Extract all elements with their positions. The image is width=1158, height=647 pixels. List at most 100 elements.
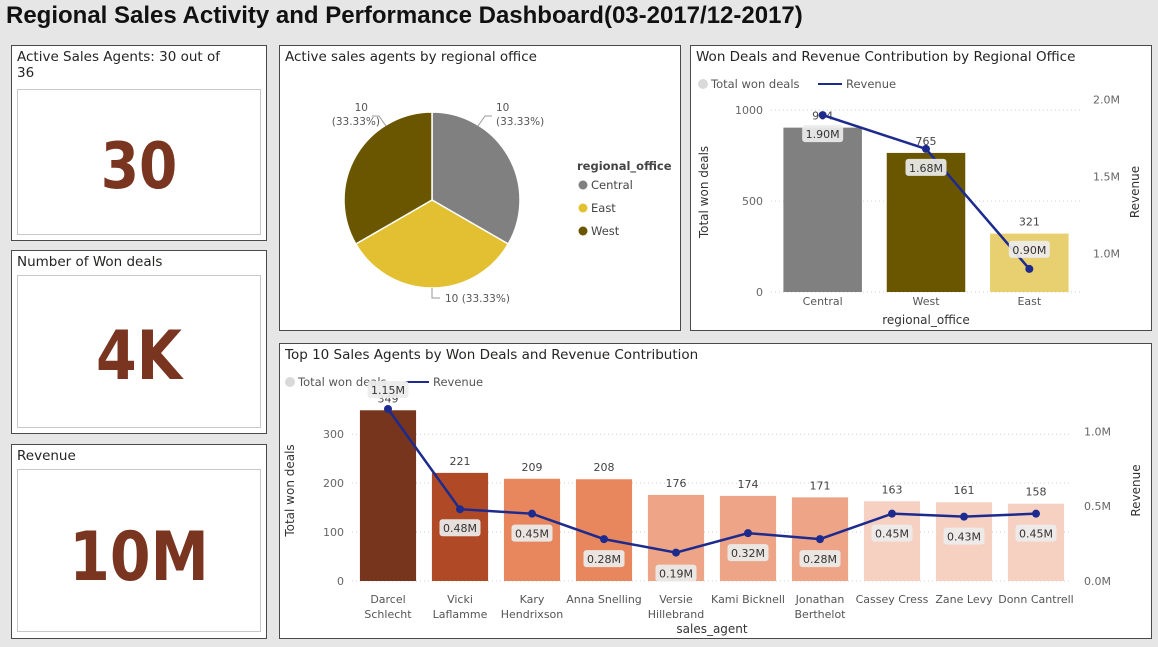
agents-y2-tick: 0.0M: [1084, 575, 1111, 588]
pie-slice-east: [354, 199, 510, 289]
agents-revenue-label: 0.32M: [731, 547, 765, 560]
pie-legend-label-central: Central: [591, 178, 633, 192]
region-revenue-label: 1.90M: [806, 128, 840, 141]
pie-label-central: 10: [496, 102, 509, 114]
agents-x-tick: Darcel: [370, 593, 405, 606]
agents-x-tick: Anna Snelling: [566, 593, 642, 606]
agents-revenue-label: 0.43M: [947, 531, 981, 544]
agents-x-axis-label: sales_agent: [676, 622, 748, 636]
agents-y2-tick: 1.0M: [1084, 425, 1111, 438]
agents-revenue-label-bg: [511, 524, 553, 542]
agents-revenue-label: 0.28M: [587, 553, 621, 566]
agents-revenue-point: [960, 512, 968, 521]
pie-chart-title: Active sales agents by regional office: [285, 49, 537, 65]
region-y-tick: 0: [756, 286, 763, 299]
kpi-card-revenue[interactable]: Revenue 10M: [11, 444, 267, 639]
agents-revenue-point: [816, 535, 824, 544]
kpi-title-active-agents: Active Sales Agents: 30 out of 36: [17, 49, 220, 81]
agents-revenue-point: [744, 529, 752, 538]
agents-bar-label: 221: [450, 455, 471, 468]
agents-x-tick: Zane Levy: [935, 593, 993, 606]
agents-revenue-label-bg: [943, 527, 985, 545]
agents-legend-dot-won: [285, 377, 295, 387]
region-bar: [886, 152, 966, 292]
agents-bar-label: 171: [810, 479, 831, 492]
agents-chart-card[interactable]: Top 10 Sales Agents by Won Deals and Rev…: [279, 343, 1152, 639]
agents-bar-label: 208: [594, 461, 615, 474]
pie-leader-west: [372, 115, 387, 127]
agents-x-tick: Schlecht: [364, 608, 412, 621]
agents-bar-label: 163: [882, 483, 903, 496]
agents-y-tick: 300: [323, 428, 344, 441]
region-x-tick: West: [912, 295, 940, 308]
region-bar-label: 765: [916, 135, 937, 148]
region-revenue-point: [922, 144, 930, 153]
agents-revenue-label-bg: [799, 550, 841, 568]
agents-revenue-point: [384, 404, 392, 413]
pie-label-east: 10 (33.33%): [445, 293, 510, 305]
region-chart-card[interactable]: Won Deals and Revenue Contribution by Re…: [690, 45, 1152, 331]
pie-legend-label-west: West: [591, 224, 620, 238]
agents-x-tick: Vicki: [447, 593, 473, 606]
region-revenue-label-bg: [905, 158, 947, 176]
agents-chart-title: Top 10 Sales Agents by Won Deals and Rev…: [285, 347, 699, 363]
agents-revenue-label: 0.45M: [515, 528, 549, 541]
agents-revenue-point: [528, 509, 536, 518]
region-y2-tick: 1.0M: [1093, 248, 1120, 261]
kpi-value-won-deals: 4K: [95, 317, 182, 396]
region-x-tick: Central: [803, 295, 843, 308]
agents-x-tick: Kami Bicknell: [711, 593, 785, 606]
kpi-card-active-agents[interactable]: Active Sales Agents: 30 out of 36 30: [11, 45, 267, 241]
region-y-tick: 1000: [735, 104, 763, 117]
agents-revenue-point: [888, 509, 896, 518]
kpi-panel: 4K: [17, 275, 261, 428]
agents-revenue-label-bg: [439, 519, 481, 537]
pie-label-central-pct: (33.33%): [496, 116, 544, 128]
region-x-tick: East: [1017, 295, 1041, 308]
region-revenue-point: [818, 111, 827, 120]
agents-revenue-point: [600, 535, 608, 544]
agents-bar-label: 209: [522, 461, 543, 474]
region-legend-label-revenue: Revenue: [846, 77, 896, 91]
agents-x-tick: Versie: [659, 593, 693, 606]
agents-y-tick: 200: [323, 477, 344, 490]
region-legend-dot-won: [698, 79, 708, 89]
agents-x-tick: Berthelot: [795, 608, 847, 621]
pie-slice-central: [431, 111, 521, 246]
agents-x-tick: Hendrixson: [501, 608, 564, 621]
pie-slice-west: [343, 111, 433, 246]
kpi-value-active-agents: 30: [100, 130, 178, 204]
pie-legend-label-east: East: [591, 201, 616, 215]
region-revenue-label: 0.90M: [1012, 244, 1046, 257]
agents-y2-axis-label: Revenue: [1129, 464, 1143, 516]
agents-x-tick: Hillebrand: [648, 608, 704, 621]
kpi-title-revenue: Revenue: [17, 448, 76, 464]
agents-bar-label: 174: [738, 478, 759, 491]
agents-x-tick: Jonathan: [795, 593, 845, 606]
kpi-card-won-deals[interactable]: Number of Won deals 4K: [11, 250, 267, 434]
region-y-axis-label: Total won deals: [697, 146, 711, 239]
agents-x-tick: Kary: [520, 593, 545, 606]
pie-leader-central: [477, 115, 492, 127]
agents-revenue-label: 0.28M: [803, 553, 837, 566]
agents-revenue-label-bg: [655, 564, 697, 582]
agents-revenue-point: [1032, 509, 1040, 518]
agents-revenue-point: [456, 505, 464, 514]
agents-x-tick: Donn Cantrell: [998, 593, 1074, 606]
page-title: Regional Sales Activity and Performance …: [6, 2, 803, 29]
pie-legend-dot-central: [578, 180, 588, 190]
kpi-panel: 30: [17, 89, 261, 235]
region-legend-label-won: Total won deals: [710, 77, 800, 91]
region-revenue-label-bg: [1008, 240, 1050, 258]
pie-leader-east: [431, 288, 440, 299]
agents-y-tick: 100: [323, 526, 344, 539]
agents-revenue-label: 0.45M: [875, 528, 909, 541]
region-x-axis-label: regional_office: [882, 313, 970, 327]
agents-bar-label: 158: [1026, 486, 1047, 499]
agents-legend-label-won: Total won deals: [297, 375, 387, 389]
pie-chart-card[interactable]: Active sales agents by regional office 1…: [279, 45, 681, 331]
agents-revenue-label-bg: [727, 544, 769, 562]
kpi-title-won-deals: Number of Won deals: [17, 254, 163, 270]
agents-y-tick: 0: [337, 575, 344, 588]
agents-x-tick: Cassey Cress: [856, 593, 929, 606]
